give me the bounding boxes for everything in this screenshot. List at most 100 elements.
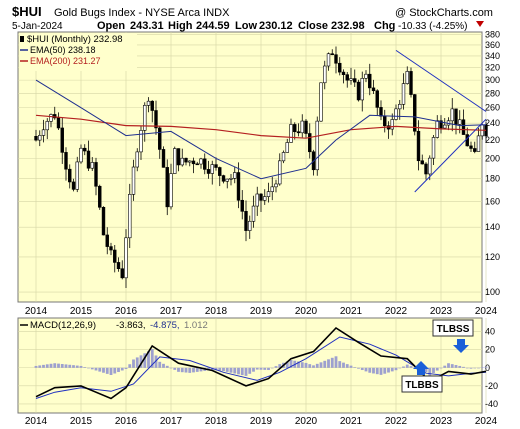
candle-body: [375, 90, 379, 108]
candle-body: [360, 78, 364, 101]
chg-label: Chg: [374, 20, 395, 32]
candle-body: [161, 149, 166, 168]
histogram-bar: [368, 367, 372, 373]
low-value: 230.12: [259, 20, 293, 32]
histogram-bar: [225, 367, 229, 372]
candle-body: [34, 136, 38, 141]
candle-body: [236, 172, 241, 201]
macd-x-tick-label: 2024: [475, 416, 498, 427]
candle-body: [341, 71, 346, 75]
candle-body: [353, 78, 357, 83]
candle-body: [124, 237, 128, 279]
histogram-bar: [342, 362, 345, 368]
price-x-tick-label: 2018: [205, 306, 228, 317]
candle-body: [371, 87, 376, 92]
histogram-bar: [117, 367, 120, 372]
candle-body: [71, 181, 76, 190]
macd-legend-name: MACD(12,26,9): [30, 320, 96, 331]
histogram-bar: [360, 367, 364, 371]
candle-body: [203, 158, 207, 170]
histogram-bar: [323, 360, 327, 368]
candle-body: [394, 108, 398, 120]
candle-body: [274, 183, 278, 188]
macd-x-tick-label: 2020: [295, 416, 318, 427]
candle-body: [281, 152, 286, 162]
histogram-bar: [473, 367, 477, 369]
histogram-bar: [248, 367, 252, 374]
price-y-tick-label: 120: [485, 252, 500, 262]
candle-body: [49, 114, 53, 122]
histogram-bar: [113, 367, 117, 374]
histogram-bar: [188, 367, 192, 373]
candle-body: [259, 193, 263, 201]
candle-body: [79, 147, 83, 163]
candle-body: [390, 119, 394, 130]
candle-body: [405, 71, 409, 84]
candle-body: [300, 120, 304, 134]
down-arrow-icon: [476, 21, 484, 27]
histogram-bar: [139, 355, 143, 368]
candle-body: [210, 164, 214, 174]
candle-body: [364, 73, 368, 79]
histogram-bar: [308, 364, 312, 368]
candle-body: [270, 186, 274, 192]
candle-body: [308, 133, 312, 153]
candle-body: [60, 127, 64, 153]
histogram-bar: [60, 364, 64, 368]
histogram-bar: [398, 367, 402, 369]
candle-body: [143, 105, 147, 131]
histogram-bar: [124, 367, 128, 369]
open-label: Open: [97, 20, 125, 32]
histogram-bar: [353, 367, 357, 368]
candle-body: [188, 160, 192, 163]
histogram-bar: [94, 367, 98, 371]
histogram-bar: [180, 367, 184, 373]
candle-body: [98, 185, 102, 208]
price-y-tick-label: 160: [485, 196, 500, 206]
histogram-bar: [285, 361, 289, 368]
candle-body: [64, 152, 68, 170]
histogram-bar: [435, 367, 439, 371]
macd-legend-v3: 1.012: [184, 320, 208, 331]
macd-x-tick-label: 2016: [115, 416, 138, 427]
price-x-axis: 2014 2015 2016 2017 2018 2019 2020 2021 2022 2023…: [25, 306, 498, 317]
candle-body: [461, 119, 466, 135]
open-value: 243.31: [130, 20, 164, 32]
candle-body: [424, 163, 428, 175]
histogram-bar: [252, 367, 255, 372]
histogram-bar: [158, 361, 162, 368]
candle-body: [180, 157, 184, 166]
macd-y-tick-label: -20: [485, 381, 498, 391]
histogram-bar: [319, 362, 323, 368]
legend-ema200: EMA(200) 231.27: [30, 56, 101, 66]
histogram-bar: [383, 367, 387, 374]
histogram-bar: [394, 367, 398, 371]
price-y-tick-label: 140: [485, 222, 500, 232]
candle-body: [154, 110, 158, 129]
candle-body: [94, 162, 98, 187]
tlbss-label: TLBSS: [437, 324, 470, 335]
macd-y-tick-label: 20: [485, 345, 495, 355]
candle-body: [240, 199, 244, 212]
macd-y-tick-label: -40: [485, 399, 498, 409]
price-y-tick-label: 280: [485, 88, 500, 98]
candle-body: [326, 53, 331, 67]
index-name: Gold Bugs Index - NYSE Arca INDX: [54, 7, 230, 19]
price-x-tick-label: 2019: [250, 306, 273, 317]
price-y-tick-label: 360: [485, 40, 500, 50]
histogram-bar: [458, 365, 462, 368]
histogram-bar: [454, 365, 458, 368]
price-legend-icon: [20, 36, 24, 42]
candle-body: [338, 62, 342, 73]
candle-body: [368, 73, 372, 89]
histogram-bar: [154, 355, 158, 368]
candle-body: [56, 117, 61, 129]
histogram-bar: [379, 367, 383, 375]
histogram-bar: [199, 367, 203, 372]
macd-y-axis: 40 20 0 -20 -40: [485, 327, 498, 409]
candle-body: [248, 220, 252, 231]
candle-body: [443, 124, 447, 129]
histogram-bar: [102, 367, 105, 373]
legend-box: [19, 33, 137, 71]
